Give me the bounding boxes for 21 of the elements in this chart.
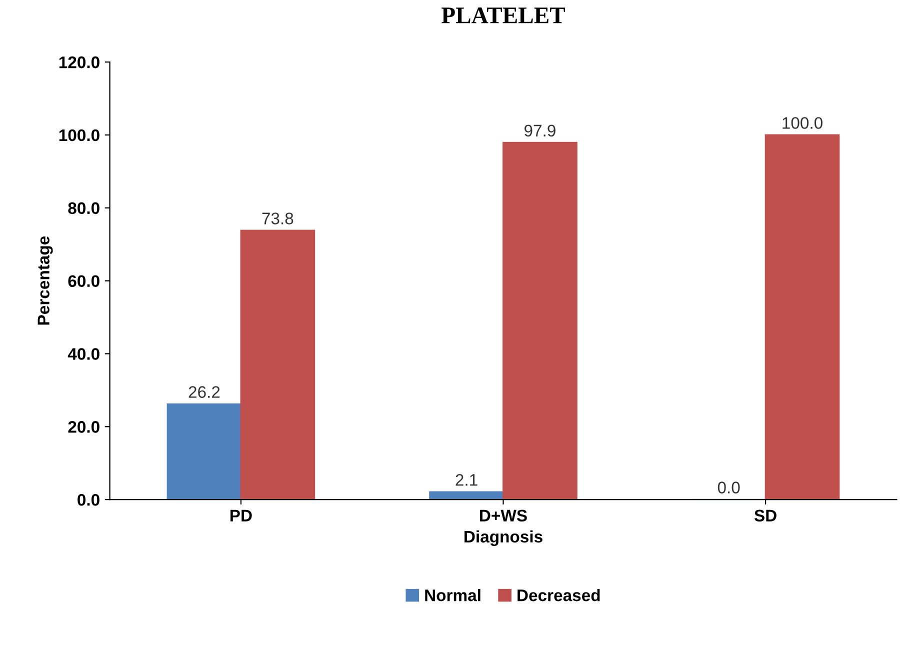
- data-label: 26.2: [188, 386, 220, 398]
- x-axis-title: Diagnosis: [464, 530, 542, 546]
- legend-label: Normal: [425, 589, 480, 602]
- data-label: 0.0: [718, 482, 740, 494]
- legend-label: Decreased: [518, 589, 600, 602]
- data-label: 97.9: [524, 124, 556, 137]
- x-tick-label: D+WS: [480, 510, 527, 522]
- y-tick-label: 0.0: [78, 494, 100, 506]
- chart-title: PLATELET: [442, 8, 565, 24]
- y-tick-label: 20.0: [68, 421, 100, 433]
- y-tick-label: 80.0: [68, 202, 100, 214]
- y-tick-label: 40.0: [68, 348, 100, 360]
- x-tick-label: SD: [754, 510, 776, 522]
- y-tick-label: 100.0: [59, 129, 100, 142]
- y-axis-title: Percentage: [38, 236, 53, 325]
- y-tick-label: 60.0: [68, 275, 100, 287]
- y-tick-label: 120.0: [59, 56, 100, 68]
- data-label: 100.0: [782, 117, 822, 129]
- data-label: 73.8: [262, 212, 294, 224]
- x-tick-label: PD: [230, 510, 252, 522]
- data-label: 2.1: [456, 474, 478, 486]
